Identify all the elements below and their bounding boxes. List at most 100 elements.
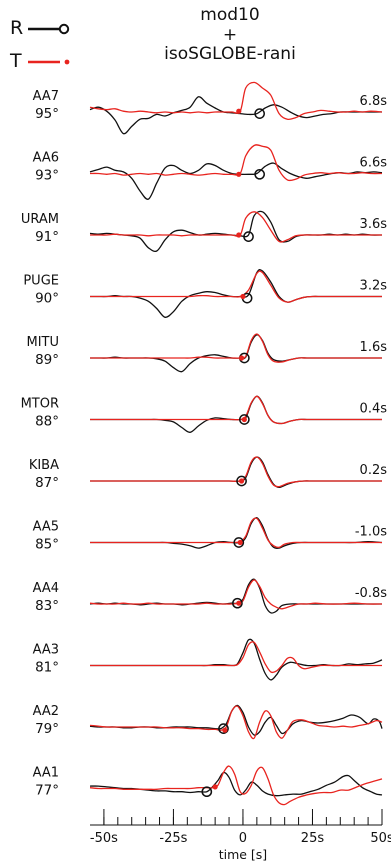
t-trace-line (90, 517, 382, 549)
distance-label: 89° (35, 352, 59, 368)
distance-label: 93° (35, 168, 59, 184)
legend: R T (9, 17, 70, 72)
t-arrival-marker (212, 784, 218, 790)
t-trace-line (90, 333, 382, 363)
x-tick-label: 25s (301, 831, 325, 846)
title-line: mod10 (200, 5, 259, 25)
station-label: PUGE (23, 274, 59, 289)
r-trace-line (89, 704, 383, 736)
r-arrival-marker (218, 723, 229, 734)
station-label: AA5 (33, 520, 59, 535)
distance-label: 81° (35, 660, 59, 676)
x-tick-label: 0 (239, 831, 247, 846)
r-trace-line (90, 268, 382, 318)
trace-aa6: AA6 93° 6.6s (33, 144, 388, 200)
r-arrival-marker (254, 108, 265, 119)
distance-label: 77° (35, 783, 59, 799)
x-axis: -50s -25s 0 25s 50s time [s] (90, 809, 391, 862)
r-trace-line (89, 96, 382, 135)
time-shift-label: 0.4s (360, 402, 388, 417)
station-label: KIBA (29, 458, 59, 473)
r-arrival-marker (243, 231, 254, 242)
station-label: AA4 (33, 581, 59, 596)
r-trace-line (90, 395, 382, 433)
distance-label: 79° (35, 721, 59, 737)
x-tick-label: -50s (90, 831, 118, 846)
t-trace-line (90, 395, 382, 425)
time-shift-label: -1.0s (355, 525, 387, 540)
trace-aa7: AA7 95° 6.8s (33, 81, 388, 135)
legend-marker-r (58, 23, 70, 35)
r-trace-line (90, 517, 383, 550)
station-label: AA1 (33, 766, 59, 781)
t-arrival-marker (238, 355, 245, 361)
trace-kiba: KIBA 87° 0.2s (29, 456, 388, 491)
legend-entry-r: R (10, 17, 70, 39)
t-arrival-marker (240, 293, 246, 300)
distance-label: 90° (35, 291, 59, 307)
r-arrival-marker (236, 475, 247, 487)
time-shift-label: 3.6s (360, 217, 388, 232)
station-label: AA3 (33, 643, 59, 658)
trace-uram: URAM 91° 3.6s (21, 210, 388, 252)
station-label: AA2 (33, 704, 59, 719)
station-label: MITU (26, 335, 59, 350)
t-arrival-marker (237, 539, 243, 546)
r-trace-line (90, 456, 382, 489)
r-arrival-marker (254, 168, 265, 180)
distance-label: 88° (35, 414, 59, 430)
trace-panels: AA7 95° 6.8s AA6 93° 6.6s URAM 91° 3.6s PUGE 90° 3.… (21, 81, 388, 806)
t-trace-line (90, 456, 382, 488)
trace-aa5: AA5 85° -1.0s (33, 517, 387, 553)
trace-aa4: AA4 83° -0.8s (33, 578, 387, 614)
distance-label: 95° (35, 106, 59, 122)
r-trace-line (89, 162, 383, 200)
t-trace-line (90, 270, 382, 303)
t-trace-line (89, 144, 383, 182)
time-shift-label: 3.2s (360, 279, 388, 294)
t-arrival-marker (238, 478, 245, 484)
r-arrival-marker (233, 537, 245, 548)
station-label: URAM (21, 212, 59, 227)
time-shift-label: 6.8s (360, 94, 388, 109)
r-trace-line (90, 638, 383, 681)
r-arrival-marker (201, 786, 213, 798)
trace-mitu: MITU 89° 1.6s (26, 333, 388, 373)
r-trace-line (90, 334, 382, 373)
t-arrival-marker (236, 108, 242, 114)
time-shift-label: 6.6s (360, 156, 388, 171)
trace-puge: PUGE 90° 3.2s (23, 268, 388, 318)
t-trace-line (89, 765, 383, 806)
t-trace-line (89, 81, 383, 121)
legend-entry-t: T (9, 50, 70, 72)
t-trace-line (90, 211, 382, 243)
r-arrival-marker (232, 597, 243, 609)
t-arrival-marker (236, 171, 242, 177)
station-label: AA7 (33, 89, 59, 104)
r-arrival-marker (238, 414, 250, 425)
legend-label-t: T (9, 50, 22, 72)
title-line: isoSGLOBE-rani (164, 44, 296, 64)
legend-label-r: R (10, 17, 23, 39)
chart-title: mod10+isoSGLOBE-rani (164, 5, 296, 64)
distance-label: 83° (35, 598, 59, 614)
distance-label: 91° (35, 229, 59, 245)
r-trace-line (89, 210, 383, 252)
t-arrival-marker (236, 600, 242, 606)
legend-marker-t (64, 59, 70, 65)
t-arrival-marker (236, 232, 242, 238)
t-trace-line (90, 641, 382, 674)
t-trace-line (89, 705, 383, 740)
t-trace-line (89, 579, 383, 610)
time-shift-label: 1.6s (360, 340, 388, 355)
station-label: MTOR (21, 397, 59, 412)
x-tick-label: -25s (159, 831, 187, 846)
time-shift-label: 0.2s (360, 463, 388, 478)
distance-label: 87° (35, 475, 59, 491)
time-shift-label: -0.8s (355, 586, 387, 601)
distance-label: 85° (35, 537, 59, 553)
